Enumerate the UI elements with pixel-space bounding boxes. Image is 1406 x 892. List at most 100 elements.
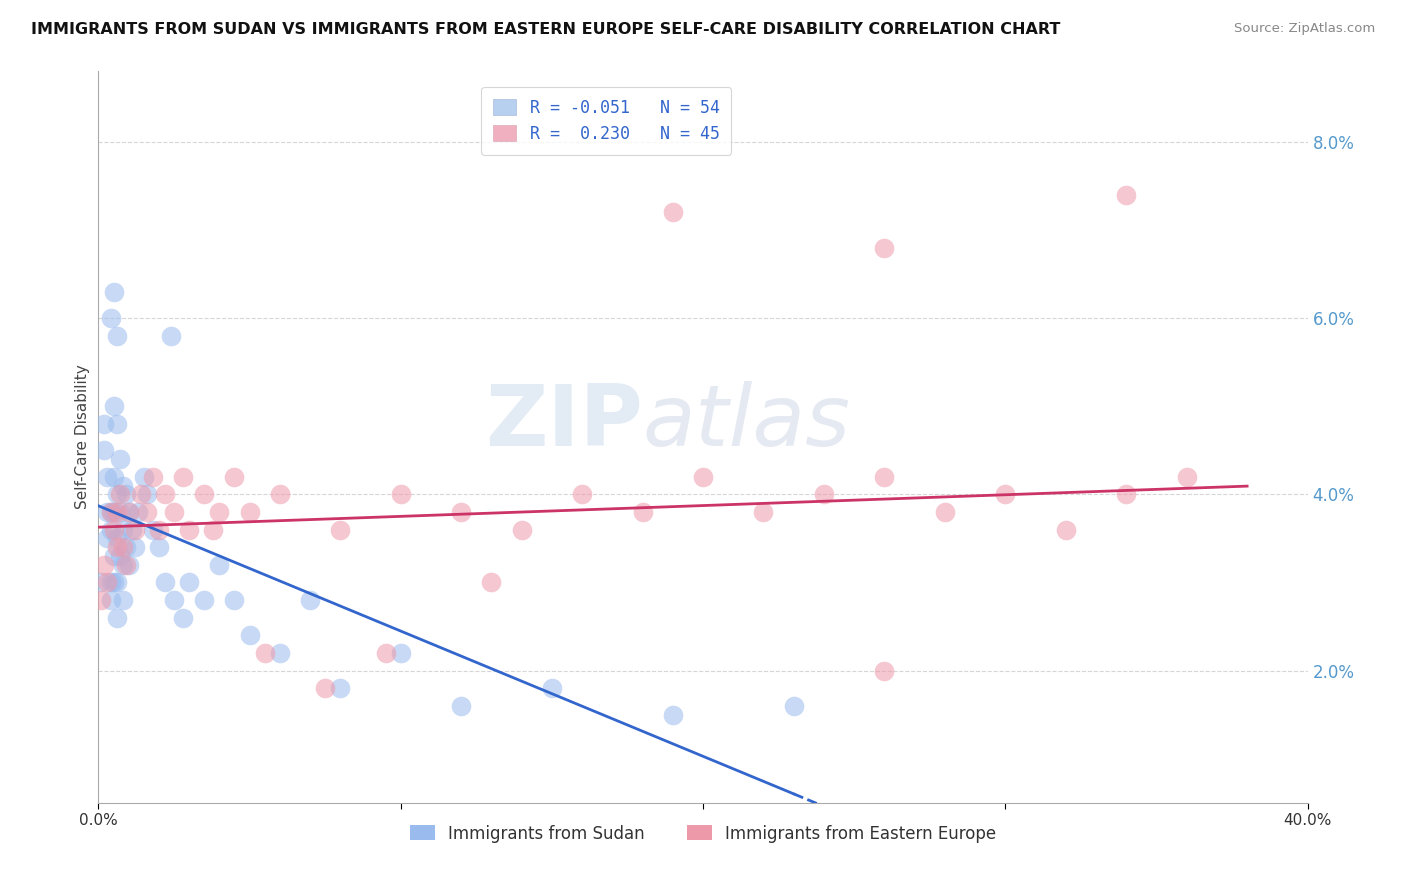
Point [1115, 187, 1137, 202]
Point [148, 540, 170, 554]
Point [142, 469, 165, 483]
Point [90, 593, 112, 607]
Point [172, 611, 194, 625]
Point [100, 311, 122, 326]
Point [111, 540, 134, 554]
Point [100, 523, 122, 537]
Point [105, 611, 128, 625]
Point [118, 558, 141, 572]
Point [100, 575, 122, 590]
Point [148, 523, 170, 537]
Point [873, 241, 896, 255]
Point [314, 681, 336, 696]
Point [100, 505, 122, 519]
Point [179, 523, 201, 537]
Point [124, 540, 146, 554]
Point [93, 417, 115, 431]
Point [1054, 523, 1077, 537]
Point [124, 523, 146, 537]
Point [135, 505, 157, 519]
Point [105, 540, 128, 554]
Point [873, 469, 896, 483]
Point [374, 646, 396, 660]
Point [93, 443, 115, 458]
Point [105, 575, 128, 590]
Point [253, 646, 276, 660]
Point [105, 417, 128, 431]
Point [111, 558, 134, 572]
Point [105, 487, 128, 501]
Point [121, 523, 143, 537]
Point [111, 593, 134, 607]
Point [103, 549, 125, 563]
Legend: Immigrants from Sudan, Immigrants from Eastern Europe: Immigrants from Sudan, Immigrants from E… [404, 818, 1002, 849]
Point [389, 646, 412, 660]
Point [96, 469, 118, 483]
Point [269, 646, 291, 660]
Y-axis label: Self-Care Disability: Self-Care Disability [75, 365, 90, 509]
Point [103, 285, 125, 299]
Point [160, 328, 183, 343]
Point [118, 505, 141, 519]
Point [934, 505, 956, 519]
Point [994, 487, 1017, 501]
Point [105, 532, 128, 546]
Point [114, 487, 136, 501]
Point [202, 523, 225, 537]
Point [96, 532, 118, 546]
Point [103, 575, 125, 590]
Point [450, 505, 472, 519]
Point [481, 575, 503, 590]
Point [103, 505, 125, 519]
Point [239, 628, 262, 642]
Point [1175, 469, 1198, 483]
Point [93, 558, 115, 572]
Point [510, 523, 533, 537]
Point [661, 205, 683, 219]
Point [90, 575, 112, 590]
Point [873, 664, 896, 678]
Point [96, 505, 118, 519]
Point [108, 487, 131, 501]
Point [103, 523, 125, 537]
Point [661, 707, 683, 722]
Point [111, 523, 134, 537]
Point [108, 452, 131, 467]
Text: ZIP: ZIP [485, 381, 643, 464]
Point [108, 505, 131, 519]
Point [193, 487, 215, 501]
Point [1115, 487, 1137, 501]
Point [163, 593, 186, 607]
Point [571, 487, 593, 501]
Point [540, 681, 562, 696]
Point [100, 505, 122, 519]
Point [103, 399, 125, 413]
Point [114, 540, 136, 554]
Text: IMMIGRANTS FROM SUDAN VS IMMIGRANTS FROM EASTERN EUROPE SELF-CARE DISABILITY COR: IMMIGRANTS FROM SUDAN VS IMMIGRANTS FROM… [31, 22, 1060, 37]
Point [224, 593, 246, 607]
Point [172, 469, 194, 483]
Point [142, 523, 165, 537]
Point [105, 328, 128, 343]
Point [153, 575, 176, 590]
Point [813, 487, 835, 501]
Point [114, 558, 136, 572]
Point [179, 575, 201, 590]
Point [752, 505, 775, 519]
Point [135, 487, 157, 501]
Point [224, 469, 246, 483]
Point [100, 593, 122, 607]
Point [103, 469, 125, 483]
Point [783, 698, 806, 713]
Point [153, 487, 176, 501]
Point [389, 487, 412, 501]
Point [692, 469, 714, 483]
Point [96, 575, 118, 590]
Point [118, 505, 141, 519]
Point [329, 681, 352, 696]
Point [127, 505, 149, 519]
Text: atlas: atlas [643, 381, 851, 464]
Point [329, 523, 352, 537]
Point [108, 549, 131, 563]
Point [450, 698, 472, 713]
